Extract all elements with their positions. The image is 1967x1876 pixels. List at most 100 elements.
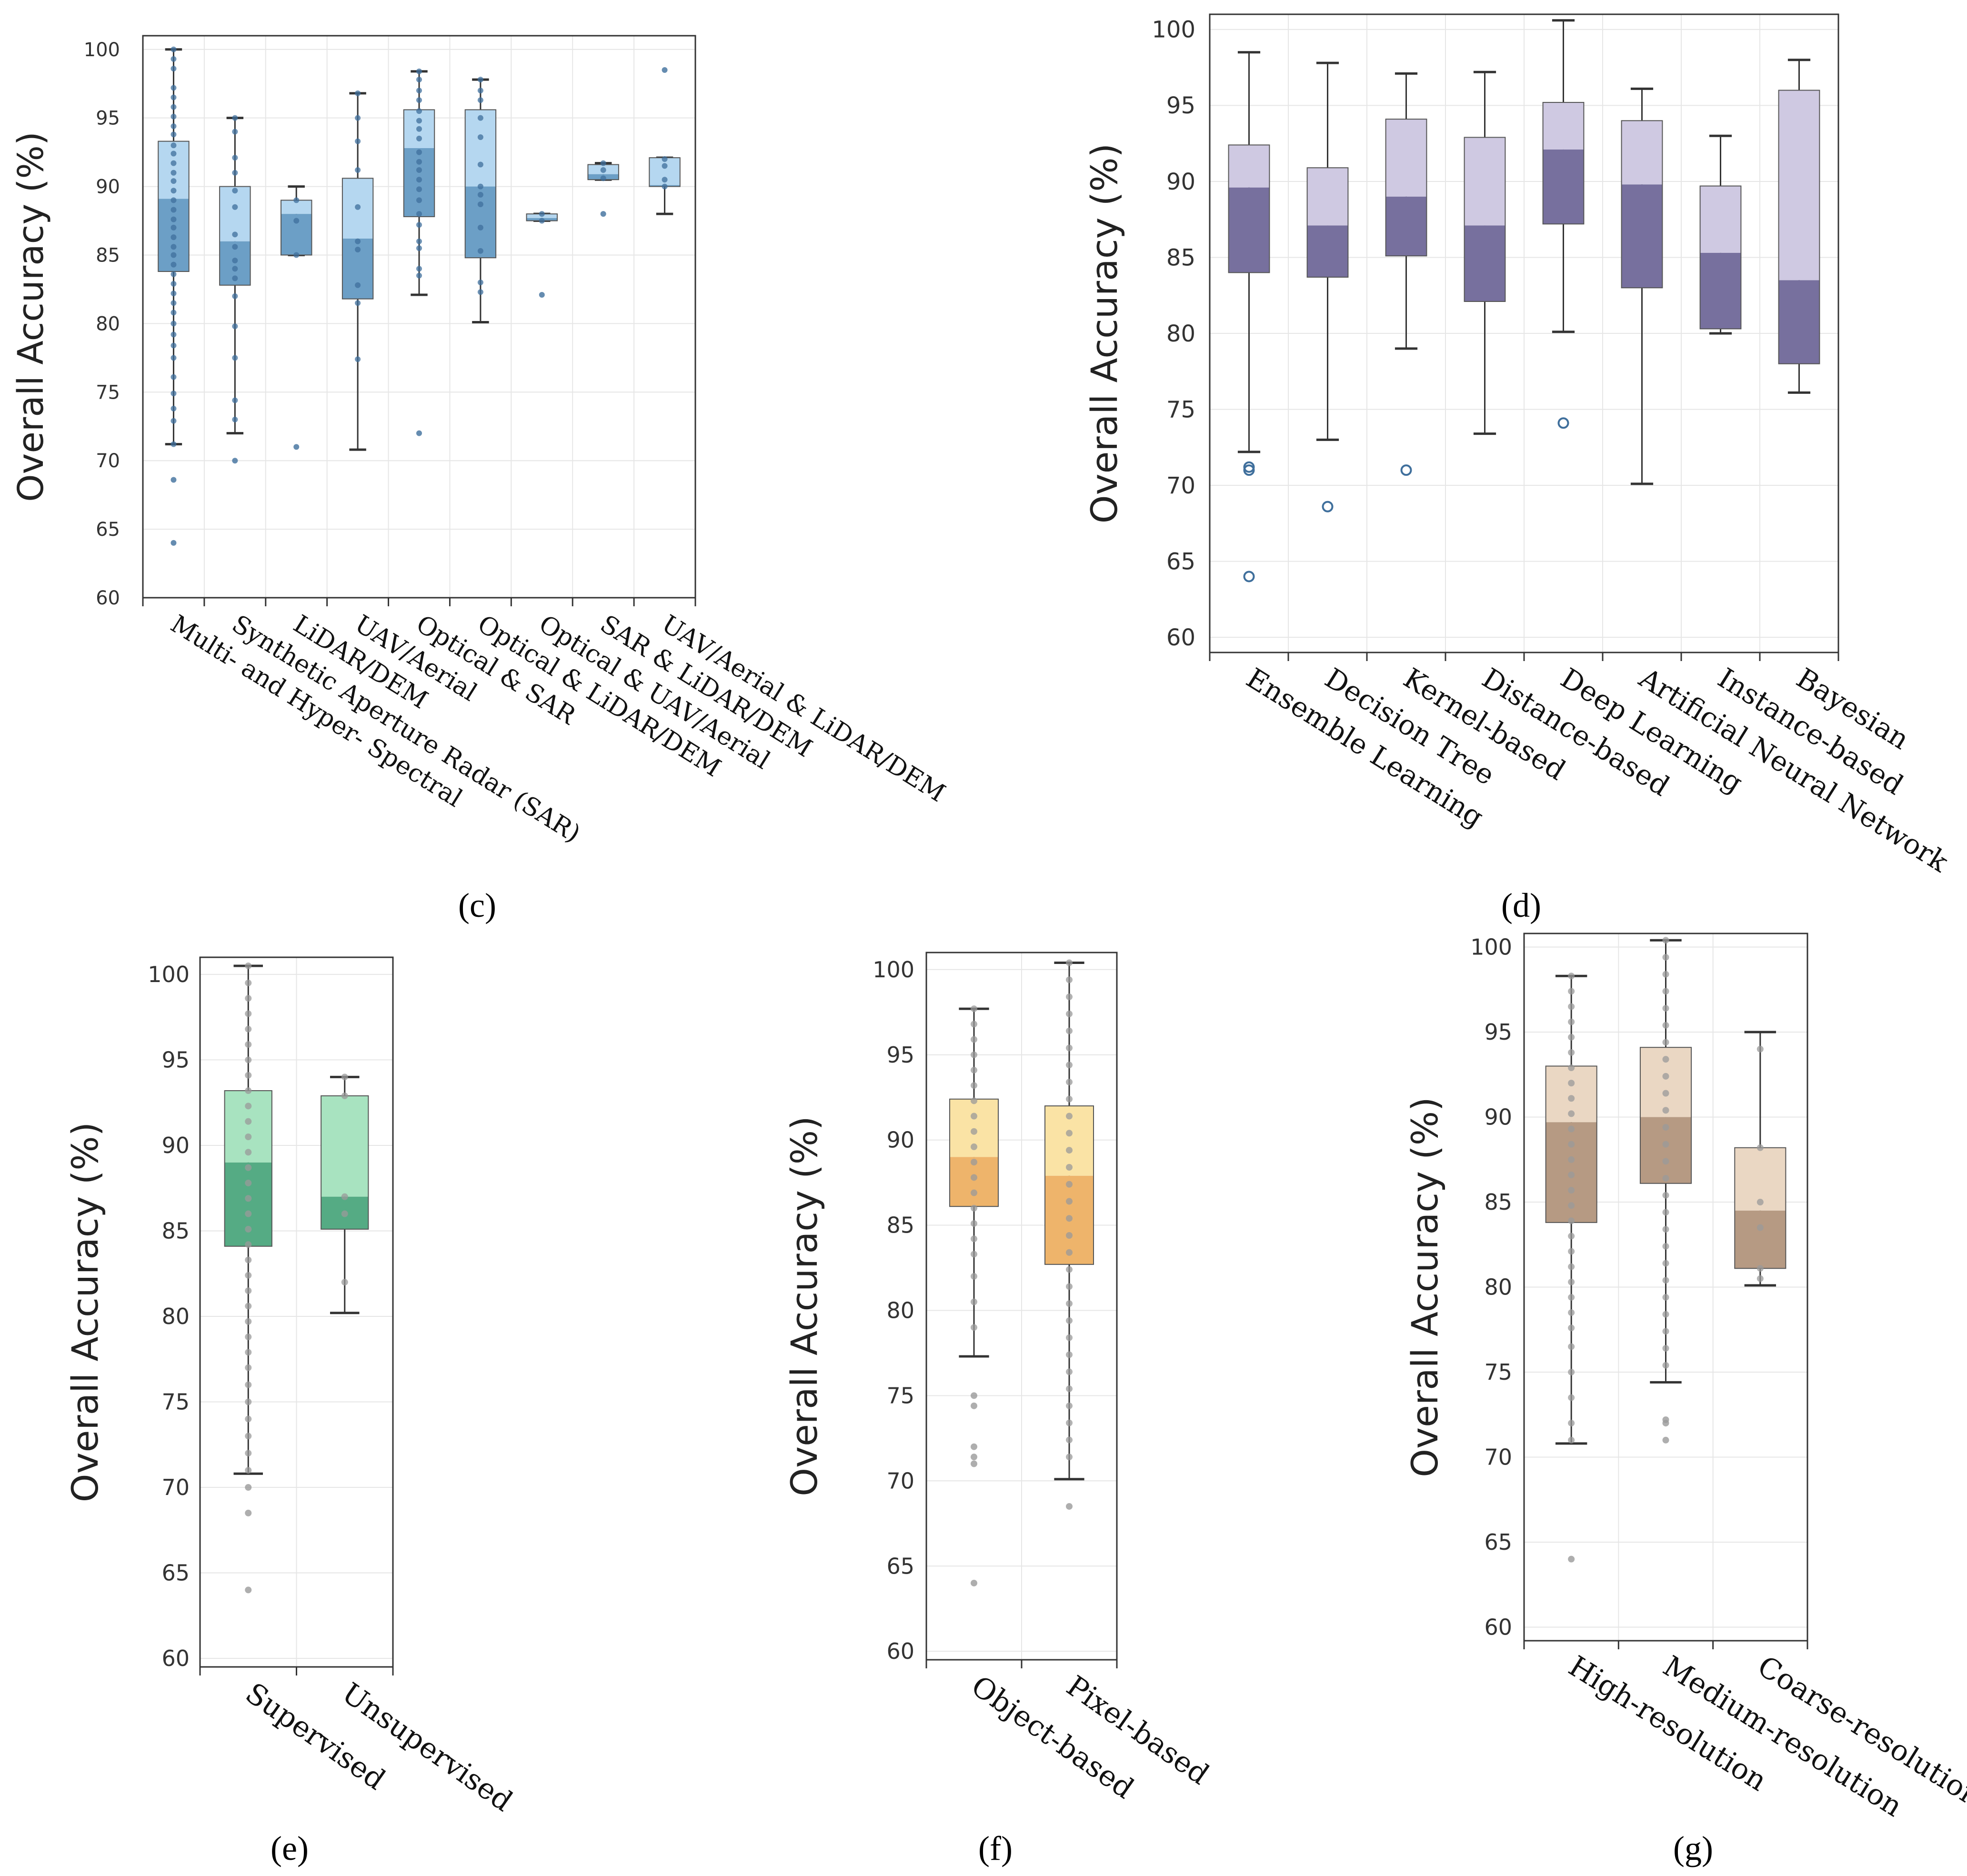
box-2 [1045,959,1094,1509]
data-point [171,342,176,348]
data-point [1568,1324,1575,1331]
data-point [478,88,483,93]
data-point [971,1097,977,1104]
data-point [416,266,422,271]
data-point [245,1134,251,1140]
data-point [245,1010,251,1017]
outlier-point [245,1510,251,1516]
data-point [171,252,176,258]
data-point [478,192,483,198]
data-point [971,1324,977,1331]
data-point [971,1190,977,1196]
data-point [478,184,483,190]
y-tick-label: 85 [1166,244,1195,271]
data-point [171,123,176,129]
outlier-point [1663,1437,1669,1444]
data-point [1663,1107,1669,1114]
data-point [1066,1266,1073,1273]
data-point [355,300,361,306]
data-point [971,1144,977,1150]
data-point [971,1159,977,1165]
data-point [232,115,238,121]
y-tick-label: 100 [148,962,190,987]
box-4 [1465,72,1505,433]
data-point [1568,1369,1575,1375]
box-lower-half [225,1163,272,1246]
outlier-point [971,1403,977,1409]
data-point [1066,1351,1073,1358]
data-point [1066,1368,1073,1375]
data-point [601,175,606,181]
data-point [171,244,176,250]
data-point [1066,1215,1073,1222]
data-point [1066,1130,1073,1136]
y-axis-title: Overall Accuracy (%) [1083,143,1125,523]
outlier-point [1663,1420,1669,1426]
data-point [355,239,361,244]
data-point [245,980,251,986]
outlier-point [971,1580,977,1586]
panel-c-chart: (c) 60 65 70 75 80 85 90 95 100 Overall Accuracy … [10,36,950,924]
box-upper-half [1386,119,1427,197]
data-point [245,1118,251,1125]
data-point [1663,1192,1669,1199]
data-point [416,197,422,203]
data-point [245,1467,251,1474]
data-point [245,1087,251,1094]
data-point [1663,1294,1669,1301]
box-8 [588,161,618,217]
data-point [416,77,422,82]
data-point [1663,1141,1669,1148]
data-point [245,1433,251,1439]
y-tick-label: 60 [1484,1615,1512,1640]
data-point [171,197,176,203]
data-point [478,280,483,285]
data-point [601,167,606,173]
box-3 [1735,1032,1786,1285]
data-point [1663,1073,1669,1080]
data-point [1066,1334,1073,1341]
data-point [245,1303,251,1309]
data-point [1066,1044,1073,1051]
data-point [245,1349,251,1355]
data-point [1568,1126,1575,1133]
data-point [232,244,238,250]
outlier-point [971,1454,977,1460]
data-point [416,97,422,103]
data-point [245,1334,251,1340]
data-point [416,88,422,93]
data-point [1568,1080,1575,1086]
data-point [1663,1345,1669,1352]
box-upper-half [1229,145,1270,187]
box-1 [225,963,272,1593]
box-upper-half [1465,137,1505,225]
panel-f-chart: (f) 6065707580859095100Overall Accuracy … [783,953,1215,1867]
data-point [1066,993,1073,1000]
y-tick-label: 75 [96,381,120,403]
data-point [1568,988,1575,994]
data-point [1757,1275,1764,1282]
data-point [1568,1279,1575,1285]
box-lower-half [1386,197,1427,256]
data-point [171,95,176,100]
data-point [232,355,238,361]
y-tick-label: 100 [873,957,914,983]
y-tick-label: 75 [1484,1359,1512,1385]
outlier-point [1559,418,1568,428]
data-point [1568,1049,1575,1056]
data-point [971,1128,977,1135]
data-point [355,90,361,96]
data-point [341,1279,348,1285]
data-point [245,1164,251,1171]
data-point [971,1082,977,1089]
data-point [1066,1164,1073,1171]
y-tick-label: 70 [886,1468,914,1494]
data-point [171,271,176,277]
data-point [171,131,176,137]
y-axis-title: Overall Accuracy (%) [1404,1097,1446,1477]
outlier-point [293,444,299,450]
outlier-point [1323,502,1333,512]
data-point [1663,1362,1669,1369]
data-point [662,184,668,190]
data-point [171,142,176,148]
